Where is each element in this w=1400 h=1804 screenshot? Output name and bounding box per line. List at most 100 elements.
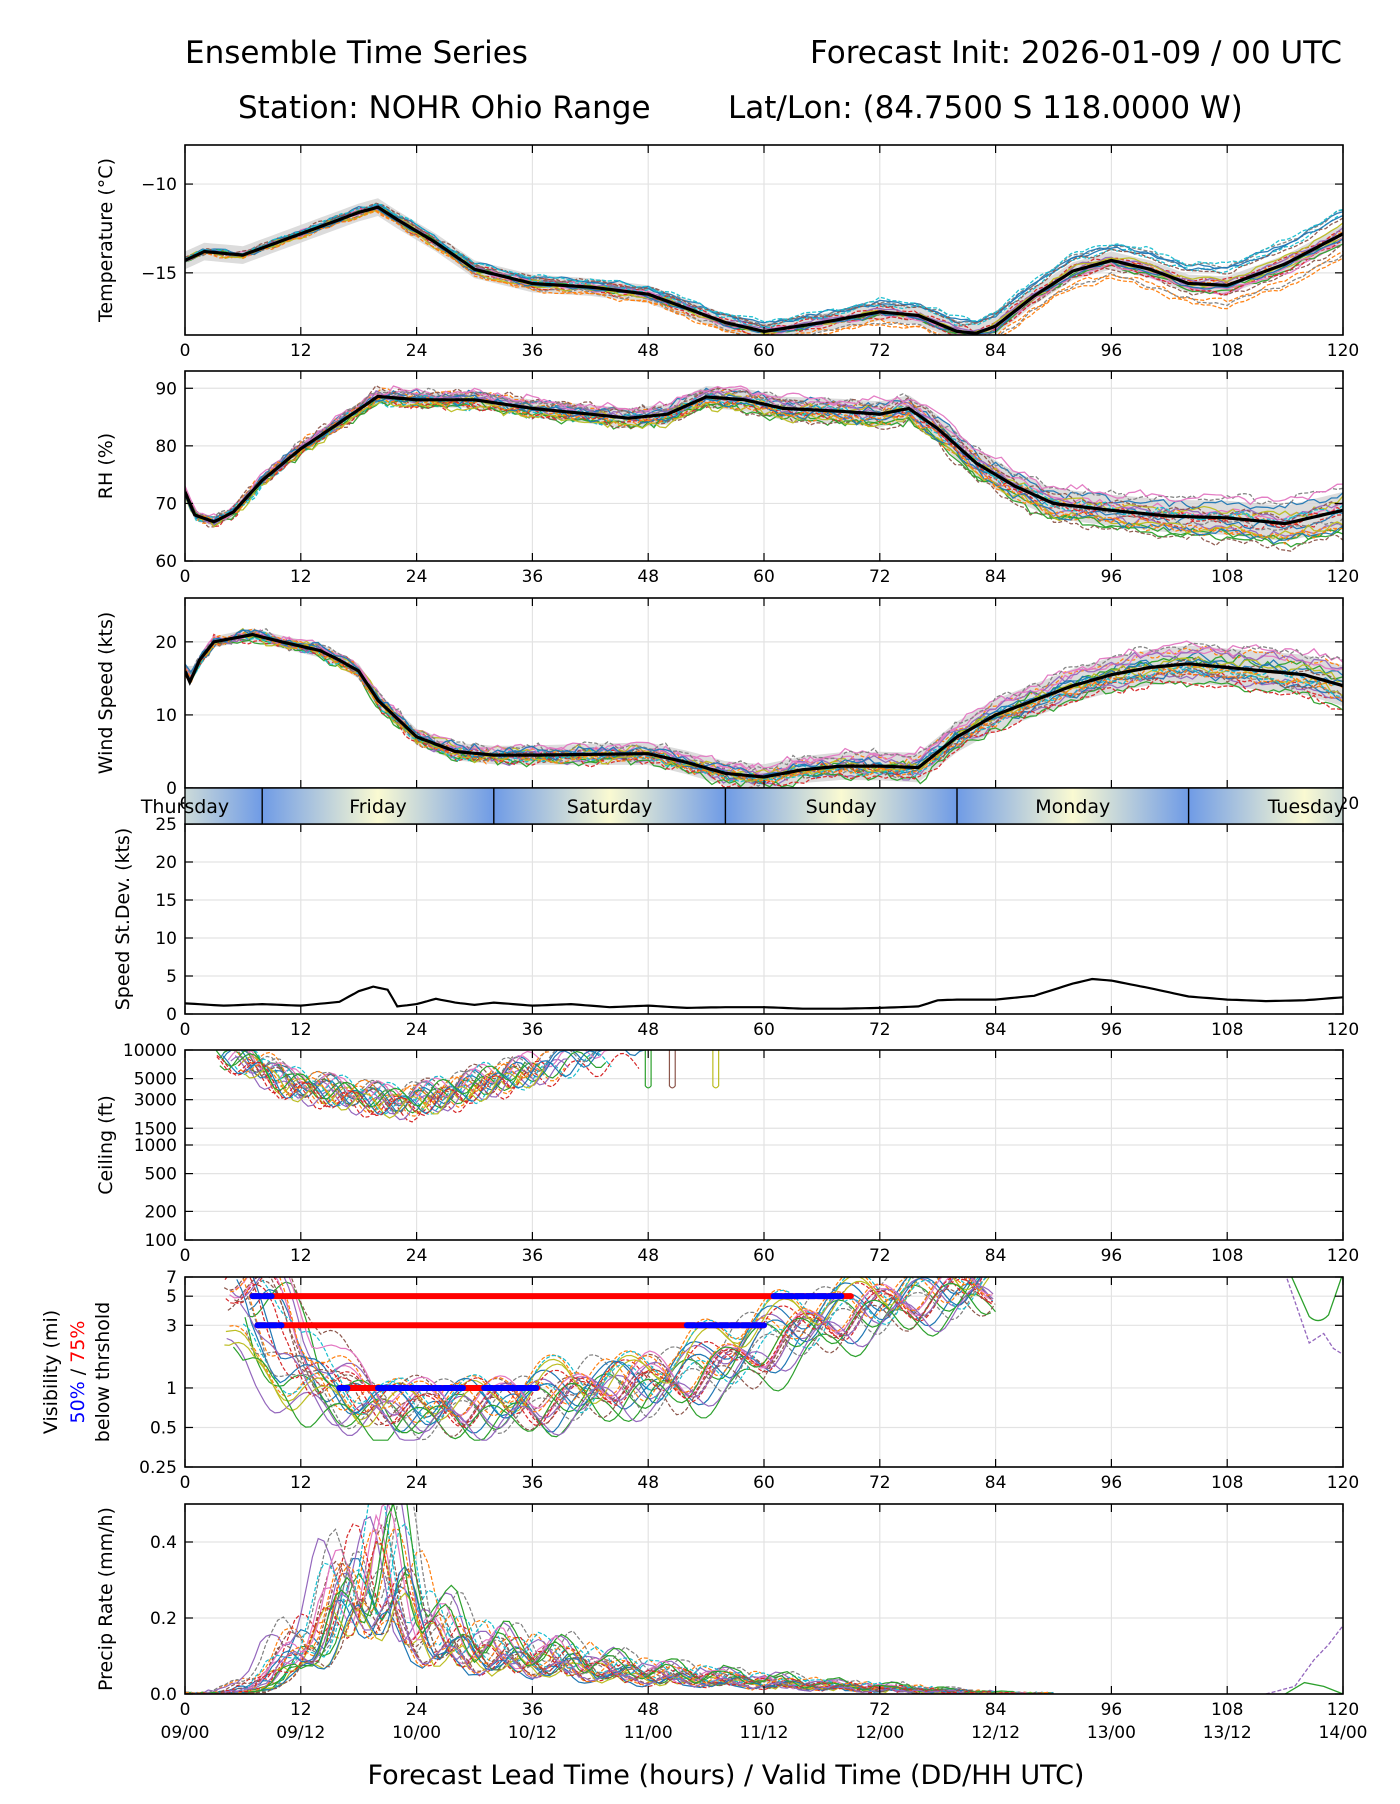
- x-tick-label: 48: [637, 1473, 659, 1493]
- valid-time-label: 14/00: [1319, 1723, 1368, 1743]
- day-label: Monday: [1035, 796, 1110, 818]
- member-line: [226, 1277, 984, 1437]
- late-member: [1285, 1277, 1343, 1355]
- x-tick-label: 60: [753, 1020, 775, 1040]
- x-tick-label: 108: [1211, 1700, 1243, 1720]
- member-line: [234, 1051, 612, 1115]
- member-line: [224, 1277, 984, 1418]
- member-line: [242, 1050, 513, 1102]
- y-tick-label: −10: [141, 175, 177, 195]
- x-tick-label: 120: [1327, 341, 1359, 361]
- x-tick-label: 84: [985, 1020, 1007, 1040]
- ensemble-mean-line: [185, 632, 1343, 779]
- day-segment: [1188, 788, 1343, 824]
- panels: 0 12 24 36 48 60 72 84 96 108 120−10−15Temperature…: [40, 144, 1368, 1743]
- y-tick-label: 70: [155, 494, 177, 514]
- y-tick-label: 1500: [134, 1119, 177, 1139]
- y-tick-label: 3000: [134, 1091, 177, 1111]
- x-tick-label: 12: [290, 1246, 312, 1266]
- x-tick-label: 48: [637, 1700, 659, 1720]
- member-line: [185, 1504, 1054, 1694]
- x-tick-label: 24: [406, 1473, 428, 1493]
- member-line: [185, 209, 1343, 335]
- panel-wind_speed: 0122436486072849610812001020Wind Speed (…: [95, 597, 1359, 814]
- y-tick-label: 5: [166, 1287, 177, 1307]
- x-tick-label: 84: [985, 1473, 1007, 1493]
- x-tick-label: 72: [869, 1020, 891, 1040]
- ceiling-blip: [644, 1050, 652, 1089]
- x-tick-label: 0: [180, 341, 191, 361]
- member-line: [185, 202, 1343, 327]
- x-tick-label: 0: [180, 567, 191, 587]
- series-group: [223, 1277, 1343, 1441]
- y-axis-label: Temperature (°C): [95, 158, 117, 323]
- panel-temperature: 0 12 24 36 48 60 72 84 96 108 120 −10 −15 Temperature…: [95, 144, 1359, 361]
- valid-time-label: 12/12: [971, 1723, 1020, 1743]
- series-group: [215, 1050, 720, 1123]
- x-tick-label: 48: [637, 1020, 659, 1040]
- ceiling-blip: [668, 1050, 676, 1089]
- day-segment: [493, 788, 726, 824]
- label-50pct: 50%: [67, 1381, 89, 1423]
- member-line: [185, 385, 1343, 521]
- y-tick-label: −15: [141, 264, 177, 284]
- day-bar-frame: [184, 787, 1344, 825]
- y-axis-label: Ceiling (ft): [95, 1095, 117, 1195]
- x-tick-label: 72: [869, 341, 891, 361]
- y-tick-label: 25: [155, 815, 177, 835]
- x-tick-label: 0: [180, 1020, 191, 1040]
- member-line: [234, 1277, 993, 1416]
- x-tick-label: 108: [1211, 1020, 1243, 1040]
- y-tick-label: 10000: [123, 1041, 177, 1061]
- member-line: [185, 396, 1343, 529]
- x-tick-label: 84: [985, 341, 1007, 361]
- member-line: [185, 388, 1343, 524]
- valid-time-label: 09/00: [161, 1723, 210, 1743]
- x-tick-label: 24: [406, 1700, 428, 1720]
- latlon-label: Lat/Lon: (84.7500 S 118.0000 W): [728, 90, 1243, 126]
- panel-speed_stdev: 0 12 24 36 48 60 72 84 96 108 120 0 5 10 15 20 25 Speed S…: [112, 815, 1359, 1040]
- x-tick-label: 12: [290, 1700, 312, 1720]
- x-axis-label: Forecast Lead Time (hours) / Valid Time …: [368, 1760, 1085, 1791]
- y-tick-label: 20: [155, 633, 177, 653]
- panel-rh: 0 12 24 36 48 60 72 84 96 108 120 60 70 80 90 RH (%): [95, 370, 1359, 587]
- x-tick-label: 0: [180, 1700, 191, 1720]
- y-tick-label: 90: [155, 379, 177, 399]
- y-axis-label: Precip Rate (mm/h): [95, 1507, 117, 1691]
- x-tick-label: 72: [869, 1246, 891, 1266]
- x-tick-label: 120: [1327, 1246, 1359, 1266]
- x-tick-label: 60: [753, 1700, 775, 1720]
- y-tick-label: 1000: [134, 1136, 177, 1156]
- y-tick-label: 10: [155, 706, 177, 726]
- day-segment: [957, 788, 1189, 824]
- x-tick-label: 60: [753, 341, 775, 361]
- valid-time-label: 10/12: [508, 1723, 557, 1743]
- x-tick-label: 96: [1101, 1700, 1123, 1720]
- member-line: [240, 1277, 969, 1424]
- member-line: [185, 387, 1343, 531]
- member-line: [185, 632, 1343, 783]
- y-tick-label: 100: [145, 1231, 177, 1251]
- x-tick-label: 96: [1101, 1473, 1123, 1493]
- x-tick-label: 84: [985, 1246, 1007, 1266]
- y-axis-label: Visibility (mi): [40, 1310, 62, 1434]
- member-line: [222, 1050, 600, 1116]
- x-tick-label: 72: [869, 567, 891, 587]
- x-tick-label: 108: [1211, 1473, 1243, 1493]
- y-tick-label: 5000: [134, 1070, 177, 1090]
- x-tick-label: 0: [180, 1473, 191, 1493]
- member-line: [239, 1285, 994, 1441]
- member-line: [219, 1050, 607, 1114]
- x-tick-label: 0: [180, 1246, 191, 1266]
- day-label: Tuesday: [1267, 796, 1345, 818]
- member-line: [232, 1282, 992, 1441]
- x-tick-label: 96: [1101, 567, 1123, 587]
- ensemble-mean-line: [185, 394, 1343, 526]
- day-label: Saturday: [567, 796, 653, 818]
- member-line: [224, 1277, 991, 1428]
- member-line: [230, 1277, 993, 1418]
- valid-time-label: 11/00: [624, 1723, 673, 1743]
- panel-visibility: 0 12 24 36 48 60 72 84 96 108 120 75 3 1 0.5 0.25 Visibi…: [40, 1268, 1359, 1493]
